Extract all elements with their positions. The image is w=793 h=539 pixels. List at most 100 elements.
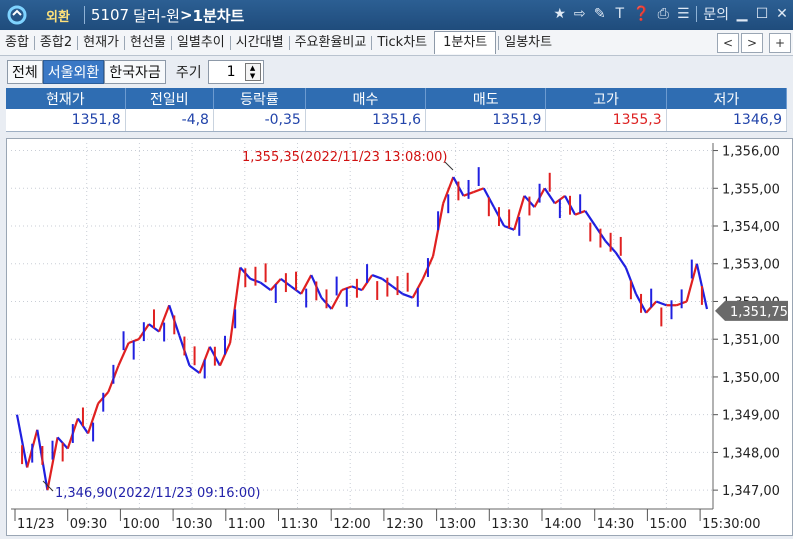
price-segment bbox=[46, 437, 59, 491]
x-tick-label: 09:30 bbox=[70, 517, 107, 532]
header-high: 고가 bbox=[545, 88, 667, 109]
tab-summary2[interactable]: 종합2 bbox=[33, 35, 77, 50]
filter-seoul-button[interactable]: 서울외환 bbox=[42, 60, 105, 84]
tab-navigation: < > + bbox=[717, 33, 791, 53]
high-annotation-label: 1,355,35(2022/11/23 13:08:00) bbox=[242, 150, 447, 165]
x-tick-label: 10:00 bbox=[122, 517, 159, 532]
icon-divider bbox=[696, 6, 698, 22]
price-segment bbox=[117, 342, 130, 367]
x-tick-label: 12:00 bbox=[333, 517, 370, 532]
filter-bar: 전체 서울외환 한국자금 주기 1 ▲ ▼ bbox=[0, 56, 793, 88]
y-tick-label: 1,356,00 bbox=[722, 145, 780, 160]
price-segment bbox=[228, 267, 242, 344]
tab-daily-trend[interactable]: 일별추이 bbox=[170, 35, 230, 50]
price-segment bbox=[15, 414, 29, 468]
x-tick-label: 13:00 bbox=[439, 517, 476, 532]
help-icon[interactable]: ❓ bbox=[632, 6, 651, 22]
minimize-icon[interactable]: ▁ bbox=[736, 6, 748, 22]
quote-value-row: 1351,8 -4,8 -0,35 1351,6 1351,9 1355,3 1… bbox=[6, 109, 788, 132]
last-price-label: 1,351,75 bbox=[730, 305, 788, 320]
low-annotation-label: 1,346,90(2022/11/23 09:16:00) bbox=[55, 486, 260, 501]
price-segment bbox=[371, 274, 383, 280]
list-icon[interactable]: ☰ bbox=[676, 6, 690, 22]
y-tick-label: 1,347,00 bbox=[722, 484, 780, 499]
period-stepper[interactable]: 1 ▲ ▼ bbox=[207, 60, 264, 84]
maximize-icon[interactable]: ☐ bbox=[755, 6, 769, 22]
x-tick-label: 15:30:00 bbox=[702, 517, 760, 532]
x-tick-label: 11:30 bbox=[281, 517, 318, 532]
low-annotation-arrow bbox=[42, 480, 54, 492]
price-segment bbox=[473, 187, 485, 194]
price-chart[interactable]: 1,356,001,355,001,354,001,353,001,352,00… bbox=[6, 138, 793, 536]
y-tick-label: 1,350,00 bbox=[722, 371, 780, 386]
tab-major-rates[interactable]: 주요환율비교 bbox=[288, 35, 372, 50]
y-tick-label: 1,353,00 bbox=[722, 258, 780, 273]
x-tick-label: 14:00 bbox=[544, 517, 581, 532]
y-tick-label: 1,351,00 bbox=[722, 333, 780, 348]
title-icons: ★ ⇨ ✎ T ❓ ⎙ ☰ 문의 ▁ ☐ ✕ bbox=[553, 4, 789, 24]
x-tick-label: 10:30 bbox=[175, 517, 212, 532]
value-ask: 1351,9 bbox=[425, 109, 547, 132]
header-low: 저가 bbox=[666, 88, 788, 109]
tab-current-price[interactable]: 현재가 bbox=[77, 35, 124, 50]
y-tick-label: 1,354,00 bbox=[722, 220, 780, 235]
y-tick-label: 1,355,00 bbox=[722, 182, 780, 197]
price-segment bbox=[300, 274, 313, 295]
header-ask: 매도 bbox=[425, 88, 547, 109]
y-tick-label: 1,348,00 bbox=[722, 446, 780, 461]
x-tick-label: 12:30 bbox=[386, 517, 423, 532]
period-value[interactable]: 1 bbox=[226, 64, 236, 80]
inquiry-button[interactable]: 문의 bbox=[703, 7, 729, 23]
arrow-icon: > bbox=[179, 6, 193, 24]
value-current-price: 1351,8 bbox=[6, 109, 126, 132]
header-bid: 매수 bbox=[305, 88, 427, 109]
clip-icon[interactable]: ✎ bbox=[593, 6, 606, 22]
price-segment bbox=[330, 289, 343, 310]
price-segment bbox=[543, 187, 556, 204]
filter-kftc-button[interactable]: 한국자금 bbox=[104, 60, 166, 84]
last-price-marker bbox=[715, 300, 788, 321]
price-segment bbox=[442, 176, 455, 204]
star-icon[interactable]: ★ bbox=[553, 6, 567, 22]
tab-prev-button[interactable]: < bbox=[717, 33, 739, 53]
value-bid: 1351,6 bbox=[305, 109, 427, 132]
tab-add-button[interactable]: + bbox=[769, 33, 791, 53]
price-segment bbox=[158, 304, 171, 333]
tab-summary[interactable]: 종합 bbox=[5, 34, 29, 50]
link-out-icon[interactable]: ⇨ bbox=[573, 6, 586, 22]
tab-1min-chart[interactable]: 1분차트 bbox=[434, 31, 497, 54]
x-tick-label: 14:30 bbox=[597, 517, 634, 532]
market-badge[interactable]: 외환 bbox=[46, 9, 70, 25]
value-high: 1355,3 bbox=[545, 109, 667, 132]
value-change-rate: -0,35 bbox=[213, 109, 306, 132]
high-annotation-arrow bbox=[444, 161, 454, 171]
x-tick-label: 11:00 bbox=[228, 517, 265, 532]
header-change: 전일비 bbox=[125, 88, 214, 109]
value-change: -4,8 bbox=[125, 109, 214, 132]
quote-header-row: 현재가 전일비 등락률 매수 매도 고가 저가 bbox=[6, 88, 788, 109]
tab-hourly[interactable]: 시간대별 bbox=[229, 35, 289, 50]
x-tick-label: 11/23 bbox=[17, 517, 54, 532]
tab-bar: 종합 종합2 현재가 현선물 일별추이 시간대별 주요환율비교 Tick차트 1… bbox=[0, 30, 793, 56]
price-segment bbox=[685, 263, 698, 302]
header-change-rate: 등락률 bbox=[213, 88, 306, 109]
price-chart-svg[interactable]: 1,356,001,355,001,354,001,353,001,352,00… bbox=[7, 139, 792, 535]
spin-icon[interactable]: ▲ ▼ bbox=[244, 63, 261, 81]
price-segment bbox=[584, 210, 597, 227]
price-segment bbox=[655, 300, 667, 307]
tab-spot-futures[interactable]: 현선물 bbox=[124, 35, 171, 50]
close-icon[interactable]: ✕ bbox=[776, 6, 788, 22]
value-low: 1346,9 bbox=[666, 109, 788, 132]
print-icon[interactable]: ⎙ bbox=[657, 6, 669, 22]
price-segment bbox=[614, 251, 627, 269]
title-divider bbox=[83, 6, 85, 24]
tab-next-button[interactable]: > bbox=[741, 33, 763, 53]
price-segment bbox=[259, 281, 272, 292]
tab-daily-chart[interactable]: 일봉차트 bbox=[498, 35, 557, 50]
filter-all-button[interactable]: 전체 bbox=[7, 60, 43, 84]
tab-tick-chart[interactable]: Tick차트 bbox=[371, 35, 432, 50]
instrument-code[interactable]: 5107 bbox=[90, 6, 130, 24]
title-bar: 외환 5107 달러-원 > 1분차트 ★ ⇨ ✎ T ❓ ⎙ ☰ 문의 ▁ ☐… bbox=[0, 0, 793, 30]
text-icon[interactable]: T bbox=[615, 6, 625, 22]
price-segment bbox=[402, 292, 414, 299]
